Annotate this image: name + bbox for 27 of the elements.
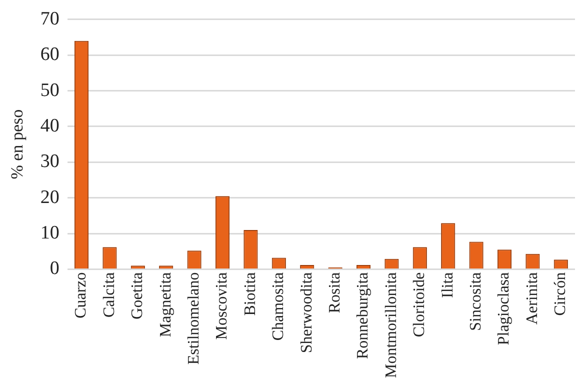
y-tick-label: 50	[40, 80, 60, 101]
y-tick-label: 10	[40, 222, 60, 244]
y-axis-title: % en peso	[8, 109, 27, 180]
x-tick-label: Rosita	[326, 272, 344, 314]
x-tick-label: Calcita	[100, 272, 118, 318]
x-tick-label: Plagioclasa	[496, 272, 513, 346]
x-tick-label: Aerinita	[524, 272, 541, 325]
y-tick-label: 60	[40, 44, 60, 66]
x-tick-label: Ilita	[439, 272, 456, 298]
x-tick-label: Biotita	[242, 272, 259, 316]
x-tick-label: Moscovita	[214, 272, 231, 340]
y-tick-label: 20	[40, 186, 60, 208]
x-tick-label: Circón	[552, 272, 570, 316]
x-tick-label: Estilnomelano	[186, 272, 203, 365]
y-tick-label: 40	[40, 115, 60, 136]
y-tick-label: 0	[50, 258, 60, 280]
x-tick-label: Sincosita	[468, 272, 485, 331]
y-tick-label: 70	[40, 8, 60, 30]
x-tick-label: Magnetita	[157, 272, 174, 338]
y-tick-label: 30	[40, 151, 60, 172]
x-tick-label: Montmorillonita	[382, 272, 400, 378]
x-tick-label: Cuarzo	[72, 272, 90, 318]
x-tick-label: Cloritoide	[411, 272, 428, 338]
x-tick-label: Goetita	[129, 272, 146, 320]
x-tick-label: Chamosita	[270, 272, 288, 341]
x-tick-label: Ronneburgita	[354, 272, 372, 360]
x-tick-label: Sherwoodita	[298, 272, 316, 354]
